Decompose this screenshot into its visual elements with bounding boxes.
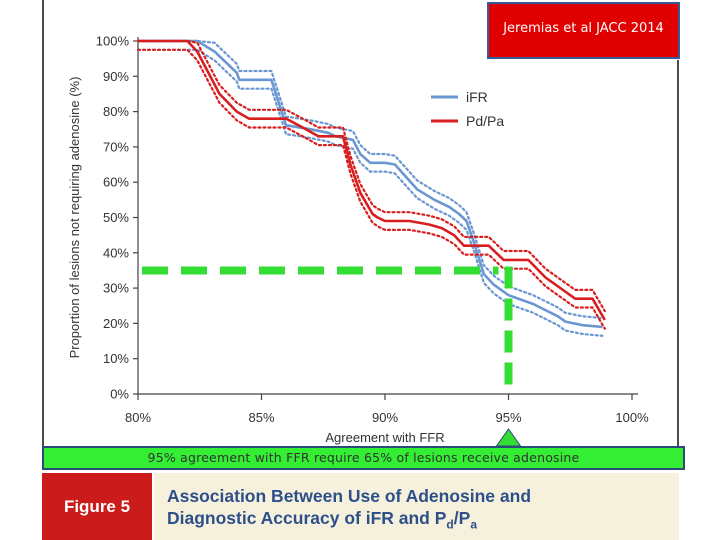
callout-arrow (495, 428, 522, 447)
figure-title: Association Between Use of Adenosine and… (167, 485, 531, 536)
chart: 0% 10% 20% 30% 40% 50% 60% 70% 80% 90% 100% 80% 85% 9… (67, 34, 649, 447)
slide-frame-right (677, 60, 679, 446)
x-tick-label: 85% (248, 410, 274, 425)
x-tick-label: 95% (495, 410, 521, 425)
x-tick-label: 80% (125, 410, 151, 425)
y-tick-label: 60% (103, 175, 129, 190)
x-tick-label: 90% (372, 410, 398, 425)
callout-box: 95% agreement with FFR require 65% of le… (42, 446, 685, 470)
figure-title-slash: /P (453, 508, 471, 528)
series-ifr-lower-bound (136, 48, 604, 337)
figure-title-sub-d: d (446, 517, 454, 532)
y-tick-label: 70% (103, 139, 129, 154)
y-tick-label: 90% (103, 69, 129, 84)
y-tick-label: 100% (96, 34, 130, 49)
y-tick-label: 10% (103, 351, 129, 366)
figure-title-line1: Association Between Use of Adenosine and (167, 486, 532, 506)
citation-box: Jeremias et al JACC 2014 (487, 2, 680, 59)
legend-label: iFR (466, 89, 488, 105)
y-tick-label: 40% (103, 245, 129, 260)
x-tick-label: 100% (615, 410, 649, 425)
figure-caption: Figure 5 Association Between Use of Aden… (42, 473, 679, 540)
y-tick-label: 20% (103, 316, 129, 331)
x-axis-label: Agreement with FFR (325, 430, 444, 445)
y-tick-label: 50% (103, 210, 129, 225)
y-tick-label: 0% (110, 387, 129, 402)
y-tick-label: 80% (103, 104, 129, 119)
figure-title-sub-a: a (470, 517, 477, 532)
series-ifr-upper-bound (136, 39, 604, 320)
y-axis-label: Proportion of lesions not requiring aden… (67, 77, 82, 359)
legend-label: Pd/Pa (466, 113, 504, 129)
figure-label: Figure 5 (42, 473, 152, 540)
series-pdpa-line (138, 39, 606, 321)
series-pdpa-lower-bound (136, 48, 606, 330)
y-tick-label: 30% (103, 281, 129, 296)
caption-separator (152, 473, 154, 540)
series-ifr-line (138, 39, 603, 329)
figure-title-line2: Diagnostic Accuracy of iFR and P (167, 508, 447, 528)
slide-frame-left (42, 0, 44, 446)
